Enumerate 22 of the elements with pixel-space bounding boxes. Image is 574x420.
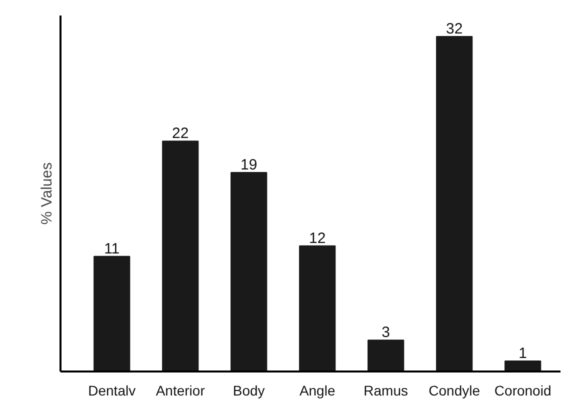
bar <box>299 245 336 372</box>
bar <box>162 140 199 372</box>
data-label: 12 <box>309 230 326 247</box>
bar <box>436 36 473 372</box>
data-label: 1 <box>518 345 527 362</box>
x-tick-label: Angle <box>299 382 336 398</box>
x-tick-label: Body <box>232 382 265 398</box>
x-tick-label: Condyle <box>428 382 480 398</box>
data-label: 3 <box>382 324 390 342</box>
bar <box>504 360 542 372</box>
bar <box>230 172 268 372</box>
data-label: 19 <box>240 156 258 174</box>
x-tick-label: Coronoid <box>494 382 552 398</box>
y-axis-title: % Values <box>38 162 56 225</box>
data-label: 32 <box>446 20 463 38</box>
data-label: 11 <box>104 240 120 258</box>
bar <box>368 340 404 372</box>
bar <box>94 256 130 372</box>
x-tick-label: Ramus <box>364 382 408 398</box>
data-label: 22 <box>172 125 189 142</box>
x-tick-label: Dentalv <box>88 382 136 398</box>
x-tick-label: Anterior <box>156 382 206 398</box>
